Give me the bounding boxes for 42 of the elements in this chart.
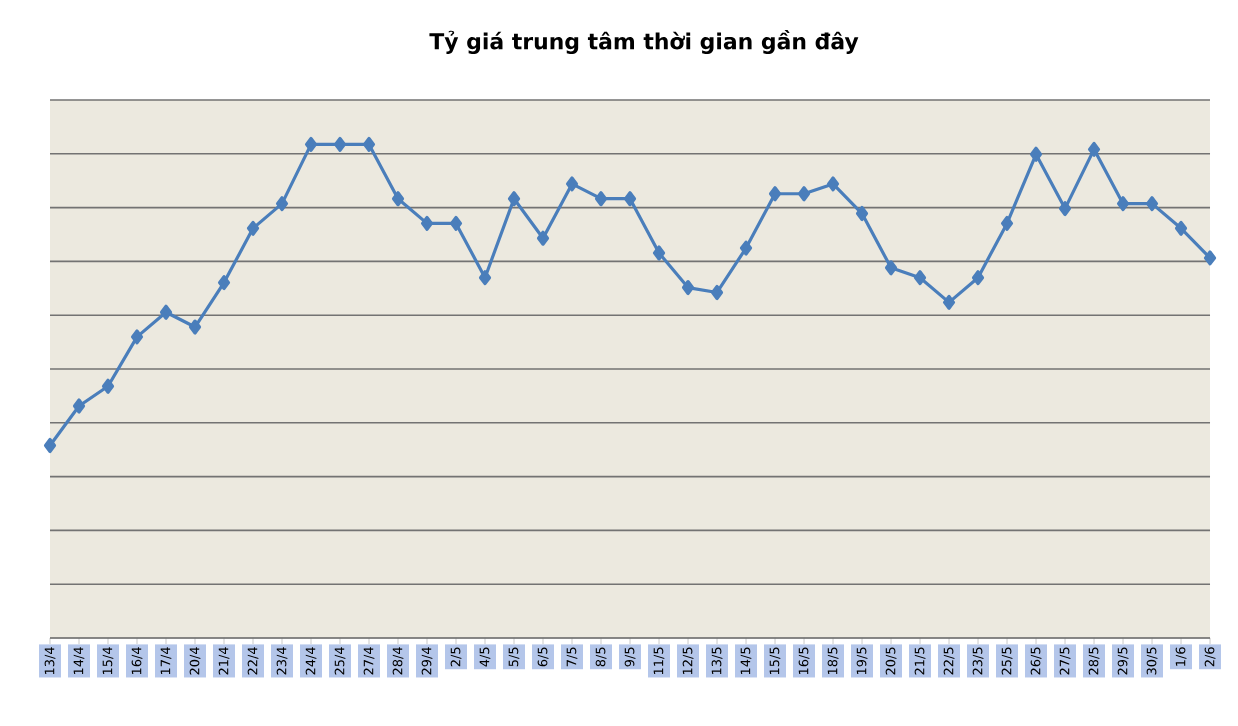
point [797,186,811,202]
point [565,176,579,192]
point [1000,215,1014,231]
point [1087,141,1101,157]
point [304,136,318,152]
point [826,176,840,192]
point [333,136,347,152]
point [710,284,724,301]
point [478,270,492,286]
point [449,215,463,231]
point [72,398,86,414]
point [188,319,202,335]
point [1029,146,1043,162]
point [652,245,666,261]
point [594,191,608,207]
point [884,260,898,276]
point [1058,201,1072,217]
point [1145,196,1159,212]
point [275,196,289,212]
point [43,437,57,454]
point [1203,250,1217,266]
chart-title: Tỷ giá trung tâm thời gian gần đây [429,30,859,54]
point [507,191,521,207]
point [159,304,173,320]
point [391,191,405,207]
point [942,294,956,310]
point [1116,196,1130,212]
point [420,215,434,231]
point [681,279,695,296]
point [1174,220,1188,236]
point [101,378,115,394]
point [130,329,144,345]
point [739,240,753,256]
point [536,230,550,246]
point [768,186,782,202]
point [217,275,231,291]
point [362,136,376,152]
point [623,191,637,207]
point [246,220,260,236]
point [971,270,985,286]
point [913,270,927,286]
point [855,205,869,222]
